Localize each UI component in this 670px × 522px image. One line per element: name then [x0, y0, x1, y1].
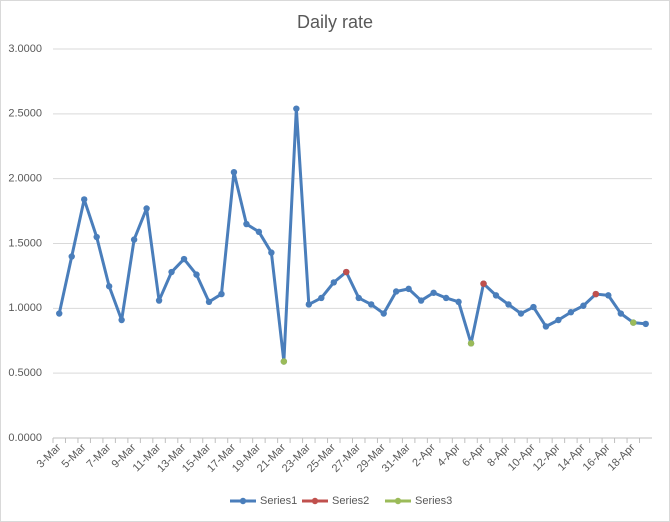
point-marker: [130, 236, 138, 243]
point-marker: [330, 279, 337, 286]
point-marker: [380, 310, 387, 317]
point-marker: [430, 289, 437, 296]
legend-label: Series1: [260, 495, 297, 507]
y-tick-label: 2.5000: [8, 108, 42, 120]
point-marker: [592, 290, 600, 298]
y-tick-label: 1.5000: [8, 237, 42, 249]
point-marker: [343, 268, 350, 276]
legend-label: Series3: [415, 495, 452, 507]
chart-title: Daily rate: [297, 12, 373, 32]
point-marker: [318, 294, 325, 302]
point-marker: [517, 310, 525, 317]
point-marker: [630, 319, 637, 326]
point-marker: [392, 288, 400, 295]
point-marker: [80, 196, 88, 203]
point-marker: [542, 323, 550, 330]
legend-marker: [394, 497, 402, 505]
legend-marker: [311, 497, 319, 505]
point-marker: [180, 255, 188, 263]
y-tick-label: 3.0000: [8, 43, 42, 55]
y-tick-label: 0.5000: [8, 367, 42, 379]
y-tick-label: 1.0000: [8, 302, 42, 314]
point-marker: [143, 205, 150, 212]
point-marker: [118, 316, 125, 324]
legend-marker: [239, 497, 247, 505]
point-marker: [355, 294, 362, 302]
point-marker: [193, 271, 200, 278]
point-marker: [555, 316, 562, 324]
point-marker: [605, 292, 612, 299]
point-marker: [205, 298, 213, 306]
point-marker: [455, 298, 462, 306]
point-marker: [105, 283, 113, 290]
point-marker: [567, 309, 575, 316]
point-marker: [617, 310, 625, 317]
point-marker: [368, 301, 375, 308]
point-marker: [492, 292, 500, 299]
point-marker: [480, 280, 487, 287]
point-marker: [68, 253, 75, 260]
point-marker: [243, 220, 250, 228]
y-tick-label: 2.0000: [8, 173, 42, 185]
point-marker: [218, 290, 225, 298]
point-marker: [56, 310, 63, 317]
point-marker: [305, 301, 313, 308]
point-marker: [442, 294, 450, 302]
point-marker: [230, 168, 238, 176]
point-marker: [530, 303, 537, 311]
point-marker: [155, 297, 163, 304]
point-marker: [405, 285, 412, 293]
y-tick-label: 0.0000: [8, 432, 42, 444]
point-marker: [93, 233, 100, 241]
point-marker: [293, 105, 300, 112]
point-marker: [505, 301, 512, 308]
point-marker: [280, 358, 288, 365]
point-marker: [417, 297, 425, 304]
point-marker: [268, 249, 275, 256]
point-marker: [467, 340, 475, 347]
legend-label: Series2: [332, 495, 369, 507]
point-marker: [168, 268, 175, 276]
point-marker: [642, 320, 649, 328]
point-marker: [580, 302, 587, 309]
point-marker: [255, 228, 263, 236]
